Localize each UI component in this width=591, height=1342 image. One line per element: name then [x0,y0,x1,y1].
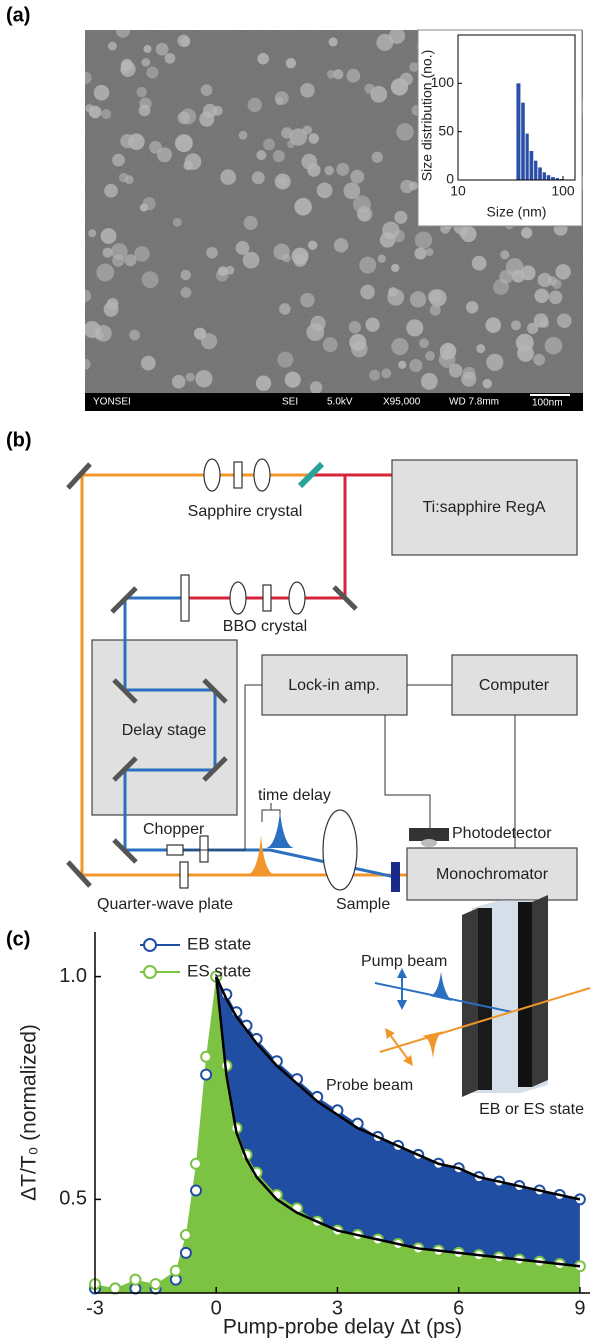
legend-label: EB state [187,934,251,953]
diagram-label: Sapphire crystal [188,503,303,520]
box-label: Ti:sapphire RegA [422,499,545,516]
box-label: Delay stage [122,722,207,739]
laser-box [391,459,578,556]
y-tick-label: 0.5 [59,1188,87,1210]
x-tick-label: -3 [86,1297,104,1319]
area [95,976,580,1293]
sem-label: 100nm [532,398,563,409]
panel-label: (b) [6,429,32,451]
sample [391,862,400,892]
sem-label: WD 7.8mm [449,397,499,408]
legend-marker [143,965,157,979]
y-tick-label: 0 [446,171,454,187]
bar [529,151,534,180]
inset-sketch [374,895,591,1097]
bar [542,172,546,180]
data-point [169,1264,182,1277]
diagram-label: Photodetector [452,825,552,842]
y-axis-label: Size distribution (no.) [419,50,435,182]
bar [516,83,521,180]
bar [538,167,542,180]
photodetector [409,828,449,841]
delay-stage-box [91,639,238,816]
data-point [179,1246,192,1259]
probe-path [80,473,407,877]
data-point [109,1282,122,1295]
panel-label: (c) [6,928,30,950]
data-point [129,1273,142,1286]
optics [166,458,358,891]
x-tick-label: 3 [332,1297,343,1319]
box-label: Computer [479,677,550,694]
diagram-label: BBO crystal [223,618,307,635]
bar [555,178,559,180]
x-tick-label: 6 [453,1297,464,1319]
x-tick-label: 9 [574,1297,585,1319]
sem-label: 5.0kV [327,397,353,408]
y-tick-label: 1.0 [59,965,87,987]
fit-line [215,976,581,1201]
plot-frame [457,34,576,181]
sem-label: X95,000 [383,397,421,408]
annotation: Probe beam [326,1077,413,1094]
bar [521,102,525,180]
bar [525,133,529,180]
bar [546,175,551,180]
data-point [200,1068,213,1081]
bar [551,177,555,180]
x-tick-label: 10 [450,183,466,199]
photodetector-lens [421,839,437,847]
bar [534,160,538,180]
beam-splitter [297,461,325,489]
data-point [149,1278,162,1291]
box-label: Monochromator [436,866,549,883]
data-point [179,1229,192,1242]
sem-info-bar [85,393,583,411]
x-tick-label: 100 [551,183,575,199]
diagram-label: time delay [258,787,331,804]
mirrors [66,462,358,888]
lockin-box [261,654,408,716]
legend-label: ES state [187,961,251,980]
x-axis-label: Pump-probe delay Δt (ps) [223,1316,462,1339]
diagram-label: Sample [336,896,390,913]
probe-pulse [247,835,275,875]
setup-diagram [66,458,578,901]
signal-lines [183,684,516,851]
y-tick-label: 50 [438,122,454,138]
pump-pulse [266,812,294,848]
inset-background [417,29,583,227]
y-axis-label: ΔT/T₀ (normalized) [18,1024,41,1201]
laser-path [185,475,347,600]
sem-label: SEI [282,397,298,408]
panel-label: (a) [6,4,30,26]
diagram-label: Quarter-wave plate [97,896,233,913]
x-tick-label: 0 [211,1297,222,1319]
annotation: Pump beam [361,953,447,970]
data-point [200,1050,213,1063]
data-point [190,1157,203,1170]
legend-marker [143,938,157,952]
sem-label: YONSEI [93,397,131,408]
box-label: Lock-in amp. [288,677,380,694]
annotation: EB or ES state [479,1101,584,1118]
fit-line [214,976,581,1268]
data-point [190,1184,203,1197]
monochromator-box [406,847,578,901]
y-tick-label: 100 [431,74,455,90]
x-axis-label: Size (nm) [487,204,547,220]
diagram-label: Chopper [143,821,205,838]
decay-chart: 0.5 1.0 -3 0 3 6 9 Pump-probe delay Δt (ps) ΔT/T… [18,932,590,1339]
